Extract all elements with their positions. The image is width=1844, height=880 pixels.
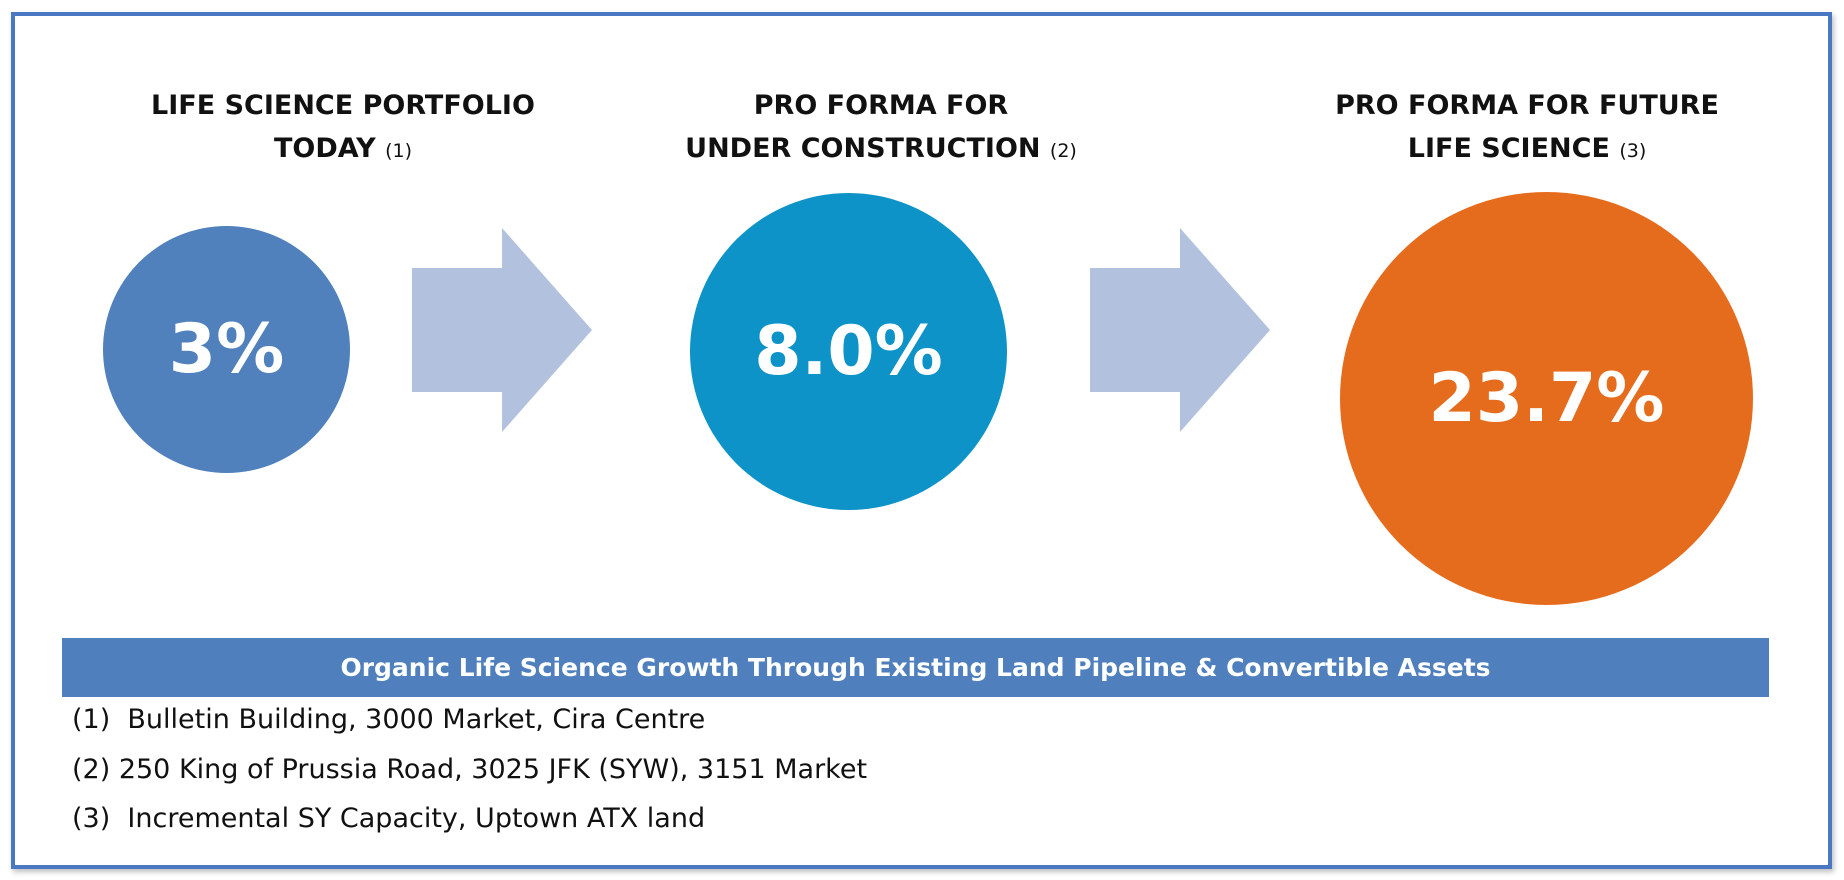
stage-1-heading: LIFE SCIENCE PORTFOLIO TODAY (1)	[83, 84, 603, 173]
stage-3-footnote-ref: (3)	[1619, 140, 1647, 162]
arrow-2-shape	[1090, 228, 1270, 432]
stage-1-value: 3%	[168, 310, 285, 389]
stage-1-heading-line1: LIFE SCIENCE PORTFOLIO	[151, 90, 535, 121]
banner-text: Organic Life Science Growth Through Exis…	[340, 653, 1491, 682]
stage-1-footnote-ref: (1)	[385, 140, 412, 162]
arrow-right-icon-2	[1090, 228, 1270, 432]
footnote-3: (3) Incremental SY Capacity, Uptown ATX …	[72, 803, 706, 834]
arrow-right-icon-1	[412, 228, 592, 432]
stage-2-value: 8.0%	[754, 312, 943, 391]
stage-1-heading-line2: TODAY	[274, 133, 376, 164]
stage-3-heading: PRO FORMA FOR FUTURE LIFE SCIENCE (3)	[1267, 84, 1787, 173]
footnote-2: (2) 250 King of Prussia Road, 3025 JFK (…	[72, 754, 868, 785]
stage-3-heading-line1: PRO FORMA FOR FUTURE	[1335, 90, 1719, 121]
stage-2-circle: 8.0%	[690, 193, 1007, 510]
stage-2-footnote-ref: (2)	[1049, 140, 1077, 162]
stage-3-circle: 23.7%	[1340, 192, 1753, 605]
stage-2-heading-line1: PRO FORMA FOR	[753, 90, 1009, 121]
stage-2-heading: PRO FORMA FOR UNDER CONSTRUCTION (2)	[621, 84, 1141, 173]
footnote-1: (1) Bulletin Building, 3000 Market, Cira…	[72, 704, 706, 735]
stage-1-circle: 3%	[103, 226, 350, 473]
stage-2-heading-line2: UNDER CONSTRUCTION	[685, 133, 1041, 164]
arrow-1-shape	[412, 228, 592, 432]
banner: Organic Life Science Growth Through Exis…	[62, 638, 1769, 697]
stage-3-heading-line2: LIFE SCIENCE	[1407, 133, 1610, 164]
stage-3-value: 23.7%	[1428, 359, 1665, 438]
